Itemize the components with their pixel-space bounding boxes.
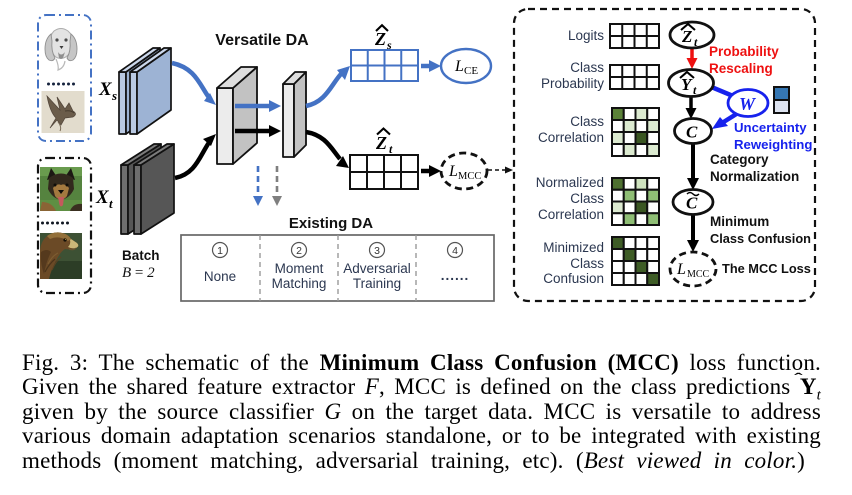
svg-text:Class Confusion: Class Confusion xyxy=(710,231,811,246)
svg-text:Training: Training xyxy=(353,276,401,291)
svg-text:Versatile DA: Versatile DA xyxy=(215,32,309,49)
svg-text:W: W xyxy=(739,94,757,114)
svg-text:s: s xyxy=(111,88,117,103)
svg-text:Z: Z xyxy=(681,27,692,46)
svg-text:Z: Z xyxy=(375,133,387,153)
svg-text:C: C xyxy=(686,194,698,213)
svg-text:X: X xyxy=(98,79,113,100)
svg-text:Uncertainty: Uncertainty xyxy=(734,120,807,135)
svg-text:Existing DA: Existing DA xyxy=(289,215,373,232)
svg-text:Category: Category xyxy=(710,152,769,167)
svg-text:Normalized: Normalized xyxy=(536,175,604,190)
svg-text:s: s xyxy=(386,38,392,52)
svg-text:Rescaling: Rescaling xyxy=(709,61,773,76)
svg-text:Confusion: Confusion xyxy=(543,271,604,286)
svg-text:Reweighting: Reweighting xyxy=(734,137,812,152)
svg-text:Minimized: Minimized xyxy=(543,240,604,255)
svg-text:Correlation: Correlation xyxy=(538,207,604,222)
svg-text:L: L xyxy=(454,58,464,75)
svg-text:4: 4 xyxy=(452,245,458,257)
svg-text:......: ...... xyxy=(441,268,470,283)
svg-text:Class: Class xyxy=(570,256,604,271)
svg-text:X: X xyxy=(95,187,110,208)
svg-text:t: t xyxy=(693,83,697,97)
svg-text:L: L xyxy=(676,261,686,278)
svg-text:Correlation: Correlation xyxy=(538,130,604,145)
svg-text:Moment: Moment xyxy=(275,261,324,276)
svg-text:Z: Z xyxy=(374,29,386,49)
svg-text:Minimum: Minimum xyxy=(710,214,769,229)
svg-text:Y: Y xyxy=(681,75,693,94)
svg-text:Probability: Probability xyxy=(709,44,779,59)
svg-text:2: 2 xyxy=(296,245,302,257)
svg-text:MCC: MCC xyxy=(458,171,481,182)
svg-text:Logits: Logits xyxy=(568,28,604,43)
svg-text:L: L xyxy=(448,163,458,180)
svg-text:C: C xyxy=(686,123,698,142)
svg-text:B = 2: B = 2 xyxy=(122,265,155,281)
svg-text:CE: CE xyxy=(464,65,478,77)
svg-text:t: t xyxy=(389,142,393,156)
svg-text:The MCC Loss: The MCC Loss xyxy=(722,261,811,276)
svg-text:Class: Class xyxy=(570,191,604,206)
svg-text:3: 3 xyxy=(374,245,380,257)
svg-text:Adversarial: Adversarial xyxy=(343,261,411,276)
svg-text:Class: Class xyxy=(570,60,604,75)
svg-text:Probability: Probability xyxy=(541,76,604,91)
svg-text:None: None xyxy=(204,269,236,284)
svg-text:Normalization: Normalization xyxy=(710,169,799,184)
svg-text:t: t xyxy=(694,35,698,49)
svg-text:MCC: MCC xyxy=(687,269,710,280)
svg-text:Matching: Matching xyxy=(272,276,327,291)
svg-text:Class: Class xyxy=(570,114,604,129)
svg-text:Batch: Batch xyxy=(122,248,160,263)
svg-text:1: 1 xyxy=(217,245,223,257)
svg-text:t: t xyxy=(109,196,113,211)
